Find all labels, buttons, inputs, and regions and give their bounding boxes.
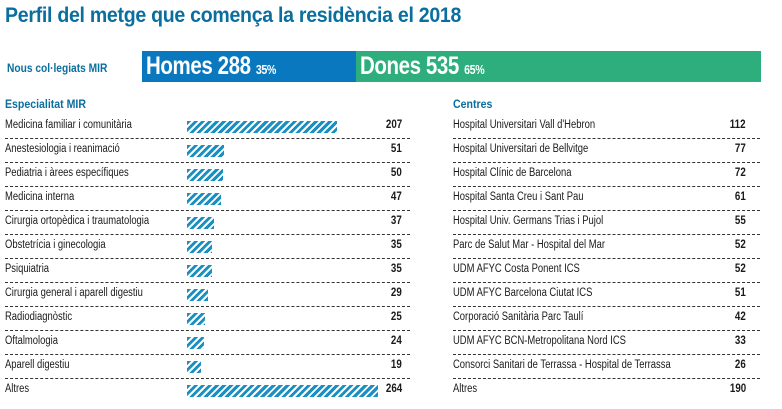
specialty-value: 35 bbox=[391, 263, 402, 275]
specialty-row: Altres 264 bbox=[5, 379, 410, 403]
specialty-label: Medicina familiar i comunitària bbox=[5, 119, 132, 131]
centre-label: Hospital Universitari de Bellvitge bbox=[453, 143, 589, 155]
specialty-row: Anestesiologia i reanimació 51 bbox=[5, 139, 410, 163]
specialty-value: 37 bbox=[391, 215, 402, 227]
specialty-bar bbox=[187, 121, 337, 133]
homes-bar: Homes 288 35% bbox=[142, 51, 357, 82]
specialty-label: Aparell digestiu bbox=[5, 359, 70, 371]
specialty-label: Obstetrícia i ginecologia bbox=[5, 239, 106, 251]
dones-bar: Dones 535 65% bbox=[356, 51, 761, 82]
centre-value: 42 bbox=[735, 311, 746, 323]
specialty-bar bbox=[187, 241, 213, 253]
specialty-value: 51 bbox=[391, 143, 402, 155]
specialty-row: Cirurgia general i aparell digestiu 29 bbox=[5, 283, 410, 307]
centre-row: UDM AFYC Costa Ponent ICS 52 bbox=[453, 259, 760, 283]
centre-label: Hospital Clínic de Barcelona bbox=[453, 167, 572, 179]
dones-label-group: Dones 535 65% bbox=[360, 51, 485, 82]
centre-row: Consorci Sanitari de Terrassa - Hospital… bbox=[453, 355, 760, 379]
specialty-value: 207 bbox=[385, 119, 402, 131]
centre-value: 52 bbox=[735, 239, 746, 251]
specialty-value: 25 bbox=[391, 311, 402, 323]
centre-value: 55 bbox=[735, 215, 746, 227]
specialty-row: Pediatria i àrees específiques 50 bbox=[5, 163, 410, 187]
specialty-value: 50 bbox=[391, 167, 402, 179]
centre-value: 190 bbox=[729, 383, 746, 395]
specialty-row: Obstetrícia i ginecologia 35 bbox=[5, 235, 410, 259]
specialty-label: Cirurgia ortopèdica i traumatologia bbox=[5, 215, 150, 227]
dones-pct: 65% bbox=[464, 62, 485, 77]
homes-label: Homes bbox=[146, 52, 213, 80]
centre-value: 112 bbox=[730, 119, 746, 131]
centre-row: Hospital Clínic de Barcelona 72 bbox=[453, 163, 760, 187]
specialty-bar bbox=[187, 385, 378, 397]
specialty-row: Psiquiatria 35 bbox=[5, 259, 410, 283]
specialty-value: 35 bbox=[391, 239, 402, 251]
centre-value: 33 bbox=[735, 335, 746, 347]
homes-label-group: Homes 288 35% bbox=[146, 51, 276, 82]
centre-label: Altres bbox=[453, 383, 478, 395]
centre-value: 77 bbox=[735, 143, 746, 155]
specialty-bar bbox=[187, 169, 224, 181]
specialty-label: Radiodiagnòstic bbox=[5, 311, 73, 323]
specialty-label: Oftalmologia bbox=[5, 335, 58, 347]
specialty-bar bbox=[187, 313, 206, 325]
specialty-bar bbox=[187, 337, 205, 349]
mir-label: Nous col·legiats MIR bbox=[7, 61, 108, 75]
specialty-row: Aparell digestiu 19 bbox=[5, 355, 410, 379]
specialty-heading: Especialitat MIR bbox=[5, 97, 86, 111]
centre-label: Hospital Univ. Germans Trias i Pujol bbox=[453, 215, 604, 227]
specialty-bar bbox=[187, 265, 213, 277]
homes-pct: 35% bbox=[255, 62, 277, 77]
centre-label: Corporació Sanitària Parc Taulí bbox=[453, 311, 584, 323]
dones-label: Dones bbox=[360, 52, 421, 80]
centre-label: Parc de Salut Mar - Hospital del Mar bbox=[453, 239, 605, 251]
specialty-value: 47 bbox=[391, 191, 402, 203]
centre-row: Altres 190 bbox=[453, 379, 760, 403]
centre-row: UDM AFYC BCN-Metropolitana Nord ICS 33 bbox=[453, 331, 760, 355]
centre-value: 72 bbox=[735, 167, 746, 179]
centre-row: Hospital Santa Creu i Sant Pau 61 bbox=[453, 187, 760, 211]
specialty-row: Medicina familiar i comunitària 207 bbox=[5, 115, 410, 139]
centre-row: Corporació Sanitària Parc Taulí 42 bbox=[453, 307, 760, 331]
centre-row: UDM AFYC Barcelona Ciutat ICS 51 bbox=[453, 283, 760, 307]
centre-row: Hospital Universitari Vall d'Hebron 112 bbox=[453, 115, 760, 139]
dones-value: 535 bbox=[425, 52, 459, 80]
centre-label: Consorci Sanitari de Terrassa - Hospital… bbox=[453, 359, 671, 371]
specialty-value: 19 bbox=[391, 359, 402, 371]
centre-row: Hospital Univ. Germans Trias i Pujol 55 bbox=[453, 211, 760, 235]
centre-label: Hospital Universitari Vall d'Hebron bbox=[453, 119, 596, 131]
centre-value: 51 bbox=[735, 287, 746, 299]
specialty-row: Cirurgia ortopèdica i traumatologia 37 bbox=[5, 211, 410, 235]
specialty-bar bbox=[187, 217, 214, 229]
specialty-bar bbox=[187, 289, 208, 301]
specialty-label: Pediatria i àrees específiques bbox=[5, 167, 129, 179]
page-title: Perfil del metge que comença la residènc… bbox=[5, 4, 462, 27]
centre-label: UDM AFYC BCN-Metropolitana Nord ICS bbox=[453, 335, 626, 347]
specialty-row: Medicina interna 47 bbox=[5, 187, 410, 211]
specialty-label: Altres bbox=[5, 383, 30, 395]
centre-value: 61 bbox=[735, 191, 746, 203]
centres-heading: Centres bbox=[453, 97, 493, 111]
specialty-bar bbox=[187, 145, 224, 157]
centre-value: 26 bbox=[735, 359, 746, 371]
centre-value: 52 bbox=[735, 263, 746, 275]
specialty-bar bbox=[187, 361, 201, 373]
specialty-label: Anestesiologia i reanimació bbox=[5, 143, 120, 155]
specialty-value: 264 bbox=[385, 383, 402, 395]
specialty-label: Psiquiatria bbox=[5, 263, 50, 275]
centre-row: Hospital Universitari de Bellvitge 77 bbox=[453, 139, 760, 163]
specialty-value: 24 bbox=[391, 335, 402, 347]
centre-label: UDM AFYC Costa Ponent ICS bbox=[453, 263, 580, 275]
specialty-bar bbox=[187, 193, 221, 205]
homes-value: 288 bbox=[217, 52, 251, 80]
specialty-label: Cirurgia general i aparell digestiu bbox=[5, 287, 143, 299]
specialty-row: Radiodiagnòstic 25 bbox=[5, 307, 410, 331]
specialty-value: 29 bbox=[391, 287, 402, 299]
centre-label: UDM AFYC Barcelona Ciutat ICS bbox=[453, 287, 593, 299]
centre-label: Hospital Santa Creu i Sant Pau bbox=[453, 191, 584, 203]
specialty-label: Medicina interna bbox=[5, 191, 75, 203]
centre-row: Parc de Salut Mar - Hospital del Mar 52 bbox=[453, 235, 760, 259]
specialty-row: Oftalmologia 24 bbox=[5, 331, 410, 355]
